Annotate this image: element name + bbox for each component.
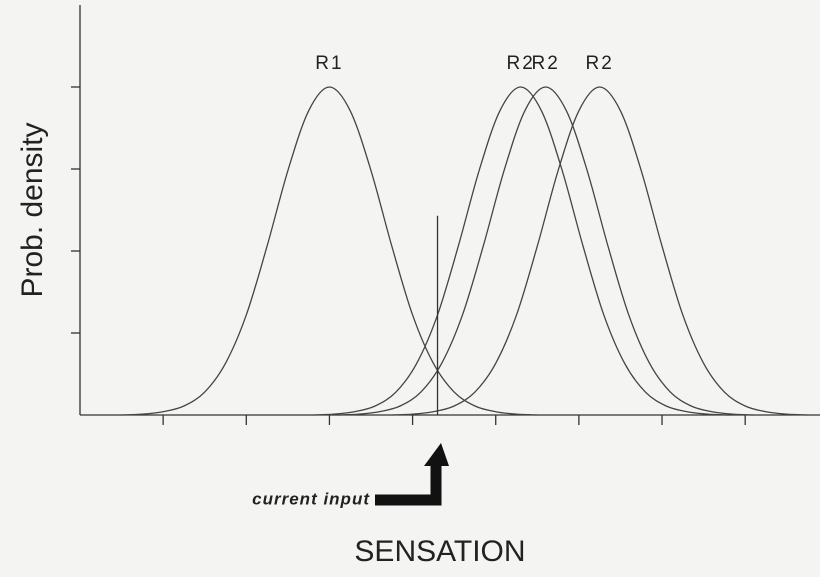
series-label: R1 bbox=[315, 53, 343, 74]
x-axis-label: SENSATION bbox=[354, 535, 525, 568]
arrow bbox=[375, 462, 442, 506]
series-label: R2 bbox=[507, 53, 535, 74]
density-curve bbox=[337, 86, 754, 416]
density-curve bbox=[312, 86, 729, 416]
series-label: R2 bbox=[531, 53, 559, 74]
annotation: current input bbox=[252, 489, 370, 508]
series-label: R2 bbox=[586, 53, 614, 74]
density-curve bbox=[391, 86, 808, 416]
density-curve bbox=[121, 86, 538, 416]
arrow-head bbox=[424, 443, 449, 466]
y-axis-label: Prob. density bbox=[16, 122, 49, 297]
